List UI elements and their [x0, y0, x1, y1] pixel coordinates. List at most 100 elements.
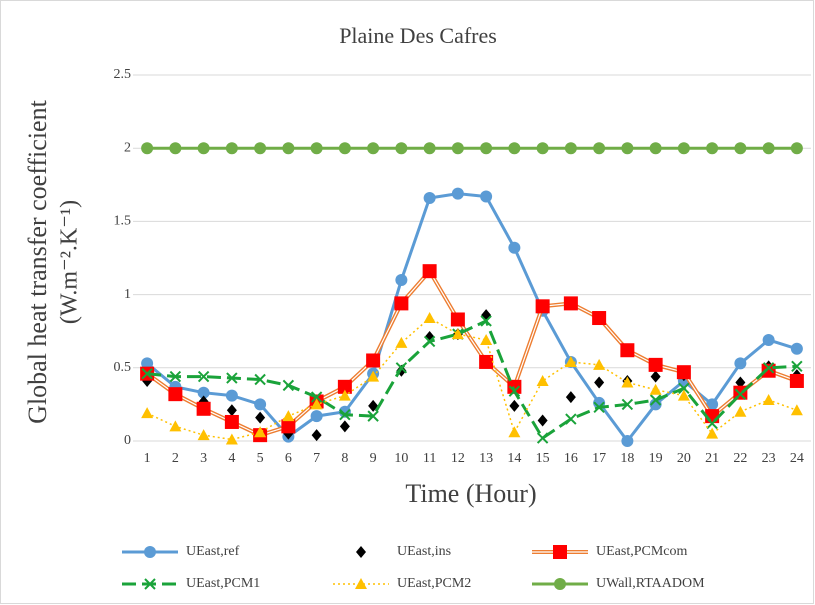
legend-label: UEast,PCM1 [186, 576, 260, 591]
marker [141, 367, 153, 380]
marker [338, 142, 351, 155]
x-tick-label: 19 [649, 451, 663, 466]
marker [368, 399, 379, 412]
marker [141, 142, 154, 155]
legend-item: UEast,PCM1 [122, 576, 260, 591]
marker [225, 142, 238, 155]
marker [367, 142, 380, 155]
legend-item: UEast,ins [356, 544, 451, 559]
marker [423, 312, 436, 324]
marker [480, 315, 492, 327]
legend-item: UEast,ref [122, 544, 240, 559]
marker [196, 401, 211, 416]
x-tick-label: 6 [285, 451, 292, 466]
marker [337, 379, 352, 394]
marker [536, 432, 549, 444]
marker [169, 142, 182, 155]
marker [706, 142, 719, 155]
marker [508, 241, 521, 254]
marker [790, 342, 803, 355]
marker [423, 335, 436, 348]
legend-label: UEast,ins [397, 544, 451, 559]
marker [255, 411, 266, 424]
marker [281, 419, 296, 434]
marker [761, 363, 776, 378]
x-tick-label: 23 [762, 451, 776, 466]
marker [310, 142, 323, 155]
marker [509, 399, 520, 412]
y-tick-label: 0.5 [114, 360, 132, 375]
legend-item: UWall,RTAADOM [532, 576, 705, 591]
marker [282, 379, 295, 392]
marker [339, 408, 351, 421]
x-tick-label: 16 [564, 451, 578, 466]
marker [226, 372, 238, 384]
marker [169, 420, 182, 432]
marker [169, 370, 182, 383]
marker [451, 328, 464, 340]
marker [678, 382, 690, 395]
marker [141, 407, 154, 419]
marker [677, 389, 690, 401]
x-tick-label: 21 [705, 451, 719, 466]
marker [762, 142, 775, 155]
marker [593, 142, 606, 155]
marker [734, 142, 747, 155]
marker [423, 191, 436, 204]
marker [339, 420, 350, 433]
marker [734, 357, 747, 370]
marker [395, 273, 408, 286]
marker [537, 414, 548, 427]
marker [734, 388, 747, 400]
marker [563, 296, 578, 311]
legend-label: UWall,RTAADOM [596, 576, 705, 591]
legend-marker [553, 545, 567, 559]
marker [310, 398, 323, 410]
marker [564, 142, 577, 155]
x-tick-label: 11 [423, 451, 436, 466]
marker [592, 311, 607, 326]
x-tick-label: 5 [257, 451, 264, 466]
y-axis-title-line: (W.m⁻².K⁻¹) [57, 200, 83, 324]
marker [197, 142, 210, 155]
x-tick-label: 8 [341, 451, 348, 466]
marker [593, 401, 605, 414]
marker [621, 142, 634, 155]
marker [197, 370, 210, 383]
series-line [146, 318, 797, 441]
marker [507, 379, 522, 394]
marker [620, 343, 635, 358]
marker [282, 410, 295, 422]
marker [338, 389, 351, 401]
y-tick-label: 1 [124, 287, 131, 302]
legend-label: UEast,PCM2 [397, 576, 471, 591]
marker [141, 357, 154, 370]
marker [168, 387, 183, 402]
marker [706, 417, 718, 430]
legend-label: UEast,PCMcom [596, 544, 688, 559]
marker [676, 365, 691, 380]
marker [790, 142, 803, 155]
marker [648, 357, 663, 372]
x-tick-label: 2 [172, 451, 179, 466]
x-tick-label: 17 [592, 451, 606, 466]
legend-item: UEast,PCM2 [333, 576, 471, 591]
marker [594, 376, 605, 389]
marker [254, 142, 267, 155]
marker [621, 398, 634, 411]
chart-title: Plaine Des Cafres [339, 23, 497, 48]
marker [535, 299, 550, 314]
marker [282, 142, 295, 155]
marker [706, 398, 719, 411]
x-tick-label: 20 [677, 451, 691, 466]
legend-marker [554, 578, 566, 590]
x-tick-label: 18 [620, 451, 634, 466]
x-tick-label: 14 [507, 451, 521, 466]
x-tick-label: 9 [370, 451, 377, 466]
marker [394, 296, 409, 311]
marker [310, 410, 323, 423]
legend-item: UEast,PCMcom [532, 544, 688, 559]
legend-marker [144, 578, 156, 590]
marker [649, 394, 662, 406]
